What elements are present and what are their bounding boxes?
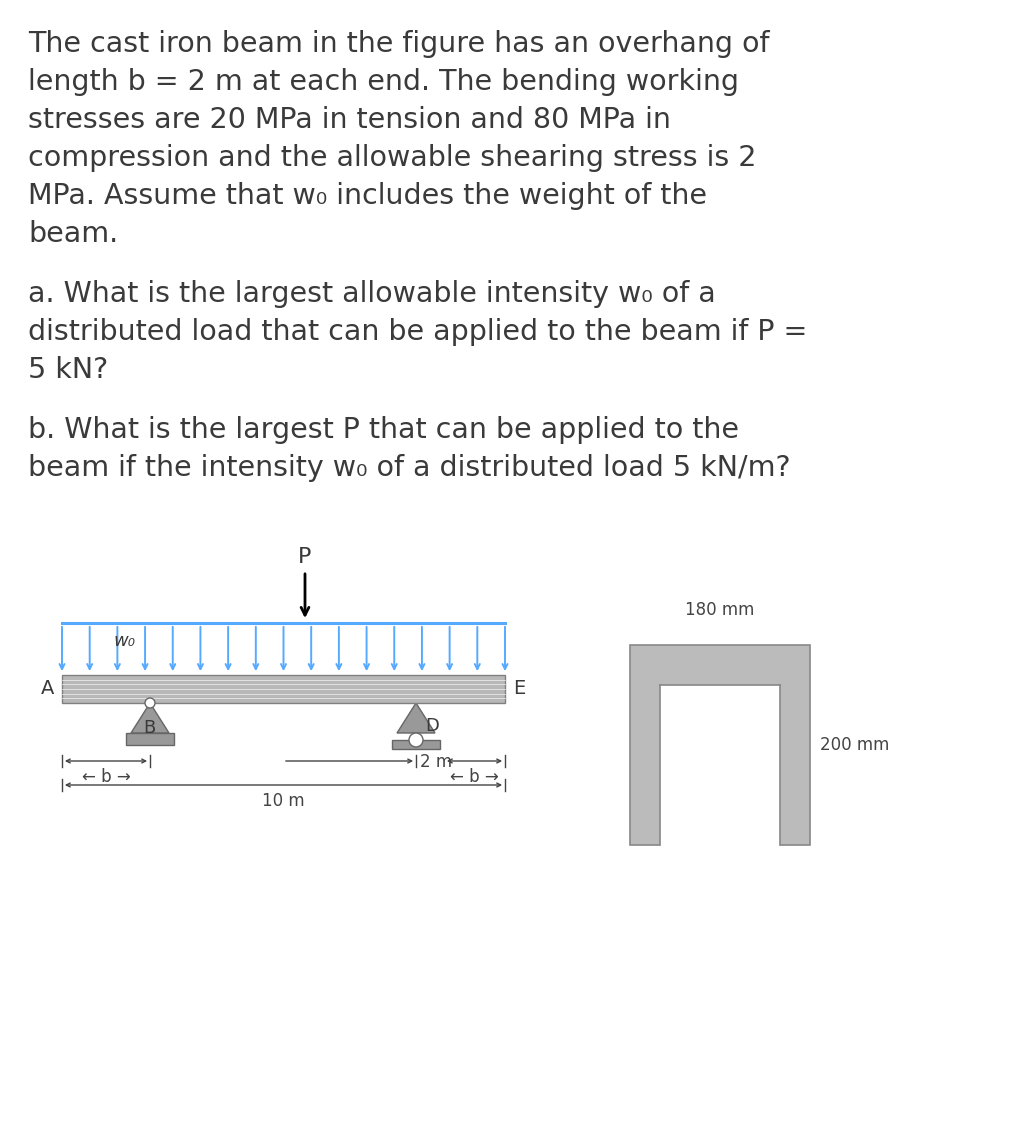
Text: w₀: w₀ — [113, 632, 135, 650]
Text: MPa. Assume that w₀ includes the weight of the: MPa. Assume that w₀ includes the weight … — [28, 182, 707, 211]
Text: distributed load that can be applied to the beam if P =: distributed load that can be applied to … — [28, 318, 807, 346]
Text: B: B — [143, 719, 155, 737]
Circle shape — [409, 734, 423, 747]
Text: 10 m: 10 m — [262, 792, 305, 811]
Text: a. What is the largest allowable intensity w₀ of a: a. What is the largest allowable intensi… — [28, 280, 716, 308]
Text: D: D — [425, 717, 439, 735]
Text: 200 mm: 200 mm — [820, 736, 890, 754]
Bar — [660, 685, 780, 847]
Text: P: P — [298, 547, 311, 567]
Circle shape — [145, 698, 155, 708]
Bar — [392, 740, 440, 749]
Text: A: A — [41, 679, 54, 698]
Text: beam.: beam. — [28, 220, 118, 248]
Text: 120 mm: 120 mm — [685, 744, 755, 762]
Text: beam if the intensity w₀ of a distributed load 5 kN/m?: beam if the intensity w₀ of a distribute… — [28, 454, 791, 482]
Text: compression and the allowable shearing stress is 2: compression and the allowable shearing s… — [28, 144, 757, 172]
Text: E: E — [513, 679, 525, 698]
Bar — [630, 645, 810, 844]
Text: stresses are 20 MPa in tension and 80 MPa in: stresses are 20 MPa in tension and 80 MP… — [28, 106, 671, 134]
Text: 180 mm: 180 mm — [685, 601, 755, 619]
Text: The cast iron beam in the figure has an overhang of: The cast iron beam in the figure has an … — [28, 31, 769, 58]
Bar — [126, 734, 174, 745]
Text: length b = 2 m at each end. The bending working: length b = 2 m at each end. The bending … — [28, 68, 739, 96]
Text: 5 kN?: 5 kN? — [28, 355, 109, 384]
Text: ← b →: ← b → — [82, 767, 130, 786]
Text: b. What is the largest P that can be applied to the: b. What is the largest P that can be app… — [28, 415, 739, 444]
Text: 2 m: 2 m — [420, 753, 453, 771]
Polygon shape — [397, 703, 435, 734]
Polygon shape — [62, 675, 505, 703]
Text: ← b →: ← b → — [451, 767, 499, 786]
Text: 160 mm: 160 mm — [685, 772, 755, 790]
Polygon shape — [131, 703, 169, 734]
